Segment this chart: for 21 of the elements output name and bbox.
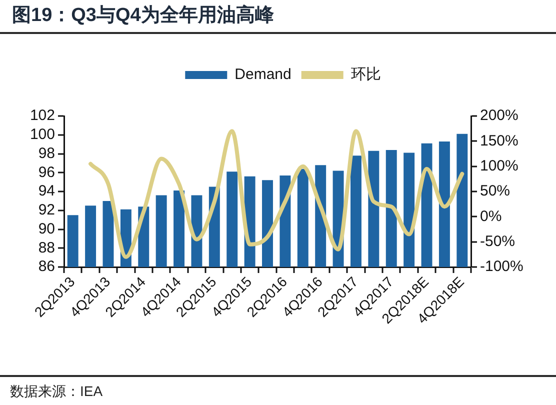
line-series — [88, 129, 464, 259]
y-tick-label: 100 — [30, 126, 55, 144]
y2-tick-label: 0% — [480, 208, 502, 225]
chart-title: 图19：Q3与Q4为全年用油高峰 — [12, 4, 274, 28]
y-tick-label: 90 — [38, 220, 55, 238]
y2-tick-label: 100% — [480, 157, 518, 174]
legend-label: 环比 — [350, 66, 381, 84]
source-note: 数据来源：IEA — [10, 382, 103, 401]
y-tick-label: 86 — [38, 258, 55, 276]
y2-tick-label: 200% — [480, 107, 518, 124]
y-tick-label: 92 — [38, 202, 55, 219]
y-tick-label: 88 — [38, 239, 55, 256]
y-tick-label: 102 — [30, 107, 55, 124]
y-tick-label: 96 — [38, 164, 55, 181]
y-tick-label: 98 — [38, 144, 55, 162]
legend-label: Demand — [234, 66, 292, 84]
y-tick-label: 94 — [38, 182, 55, 200]
y2-tick-label: -50% — [480, 232, 516, 250]
y2-tick-label: 50% — [480, 182, 510, 200]
y2-tick-label: -100% — [480, 258, 524, 276]
y2-tick-label: 150% — [480, 132, 518, 150]
